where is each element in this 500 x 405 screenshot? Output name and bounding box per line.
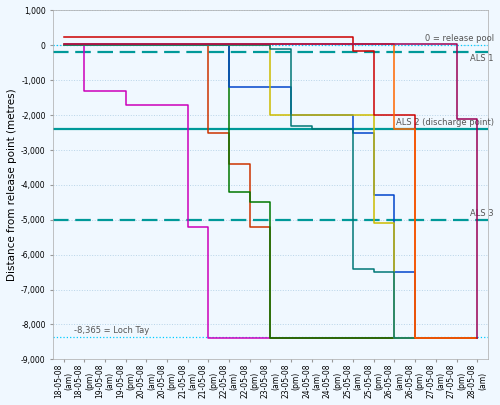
Text: -8,365 = Loch Tay: -8,365 = Loch Tay [74,326,150,335]
Text: ALS 1: ALS 1 [470,54,494,64]
Text: ALS 3: ALS 3 [470,209,494,218]
Text: ALS 2 (discharge point): ALS 2 (discharge point) [396,118,494,127]
Text: 0 = release pool: 0 = release pool [424,34,494,43]
Y-axis label: Distance from release point (metres): Distance from release point (metres) [7,89,17,281]
